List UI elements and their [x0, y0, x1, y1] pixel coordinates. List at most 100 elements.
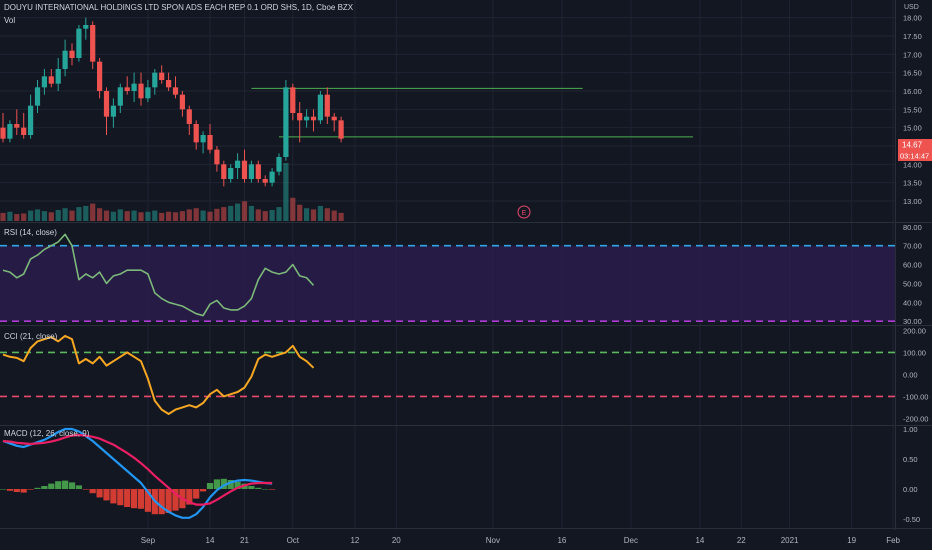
- candle-body: [83, 25, 89, 29]
- macd-histogram-bar: [75, 485, 82, 489]
- y-tick-label: 13.00: [903, 197, 922, 206]
- macd-histogram-bar: [6, 489, 13, 491]
- volume-bar: [310, 209, 317, 221]
- macd-histogram-bar: [269, 489, 276, 490]
- volume-bar: [172, 212, 179, 221]
- y-tick-label: 17.50: [903, 32, 922, 41]
- x-tick-label: 21: [240, 536, 249, 545]
- macd-histogram-bar: [227, 480, 234, 489]
- volume-bar: [0, 212, 6, 221]
- y-tick-label: 80.00: [903, 223, 922, 232]
- candle-body: [55, 69, 61, 84]
- y-tick-label: -200.00: [903, 414, 928, 423]
- x-tick-label: Nov: [486, 536, 500, 545]
- candle-body: [21, 127, 27, 135]
- candle-body: [310, 116, 317, 121]
- y-tick-label: 15.50: [903, 105, 922, 114]
- macd-histogram-bar: [68, 482, 76, 489]
- y-tick-label: 50.00: [903, 279, 922, 288]
- price-panel[interactable]: E: [0, 17, 693, 221]
- candle-body: [331, 116, 337, 121]
- panel-dividers: [0, 0, 932, 530]
- volume-bar: [338, 212, 344, 221]
- volume-bar: [76, 207, 82, 221]
- chart-title: DOUYU INTERNATIONAL HOLDINGS LTD SPON AD…: [4, 3, 354, 12]
- macd-histogram-bar: [110, 489, 117, 504]
- rsi-label: RSI (14, close): [4, 228, 57, 237]
- currency-label: USD: [904, 4, 919, 11]
- candle-body: [255, 164, 261, 179]
- macd-histogram-bar: [262, 489, 269, 490]
- candle-body: [48, 76, 54, 84]
- last-price-tag: [898, 139, 932, 150]
- earnings-marker[interactable]: E: [517, 205, 531, 219]
- volume-bar: [41, 211, 47, 221]
- cci-label: CCI (21, close): [4, 332, 58, 341]
- candle-body: [304, 116, 310, 121]
- x-tick-label: 12: [350, 536, 359, 545]
- candle-body: [131, 83, 137, 91]
- cci-panel[interactable]: [0, 334, 895, 415]
- volume-bar: [103, 210, 110, 221]
- macd-line: [2, 427, 273, 519]
- candle-body: [317, 94, 323, 121]
- macd-histogram-bar: [248, 486, 255, 489]
- volume-bar: [297, 204, 303, 221]
- candle-body: [0, 127, 6, 139]
- macd-histogram-bar: [165, 489, 172, 513]
- volume-bar: [186, 209, 192, 221]
- x-tick-label: Dec: [624, 536, 638, 545]
- macd-histogram-bar: [193, 489, 200, 499]
- rsi-panel[interactable]: [0, 233, 895, 323]
- candle-body: [138, 83, 144, 99]
- macd-label: MACD (12, 26, close, 9): [4, 429, 90, 438]
- candle-body: [110, 105, 116, 117]
- macd-panel[interactable]: [0, 427, 276, 519]
- rsi-line: [2, 233, 315, 317]
- macd-histogram-bar: [0, 489, 7, 490]
- volume-bar: [214, 208, 220, 221]
- macd-histogram-bar: [103, 489, 110, 501]
- candle-body: [324, 94, 330, 117]
- x-tick-label: Sep: [141, 536, 156, 545]
- y-tick-label: 18.00: [903, 14, 922, 23]
- volume-bar: [90, 203, 96, 221]
- y-tick-label: 17.00: [903, 50, 922, 59]
- x-tick-label: 22: [737, 536, 746, 545]
- volume-bar: [166, 211, 172, 221]
- volume-bar: [200, 210, 206, 221]
- y-tick-label: 0.50: [903, 455, 918, 464]
- volume-bar: [55, 209, 61, 221]
- volume-bar: [117, 209, 123, 221]
- candle-body: [297, 113, 303, 121]
- volume-bar: [193, 208, 199, 221]
- volume-bar: [324, 208, 330, 221]
- candle-body: [14, 124, 20, 128]
- volume-bar: [97, 208, 103, 221]
- candle-body: [283, 87, 289, 157]
- last-price-tags: 14.67 03:14:47: [898, 139, 932, 161]
- candle-body: [145, 87, 151, 99]
- y-tick-label: -100.00: [903, 392, 928, 401]
- candle-body: [221, 164, 227, 179]
- macd-histogram-bar: [255, 487, 262, 489]
- candle-body: [269, 171, 275, 183]
- candle-body: [172, 87, 179, 95]
- volume-bar: [131, 210, 137, 221]
- trendlines[interactable]: [251, 87, 693, 138]
- volume-bar: [179, 211, 185, 221]
- volume-label: Vol: [4, 16, 16, 25]
- macd-histogram-bar: [20, 489, 27, 493]
- candle-body: [186, 109, 192, 124]
- candle-body: [241, 160, 248, 179]
- y-tick-label: 13.50: [903, 179, 922, 188]
- volume-bar: [331, 210, 337, 221]
- x-tick-label: 19: [847, 536, 856, 545]
- volume-bar: [262, 211, 268, 221]
- volume-bar: [235, 203, 241, 221]
- volume-bar: [248, 205, 254, 221]
- candle-body: [200, 135, 206, 143]
- macd-histogram-bar: [82, 489, 89, 490]
- volume-bar: [317, 205, 323, 221]
